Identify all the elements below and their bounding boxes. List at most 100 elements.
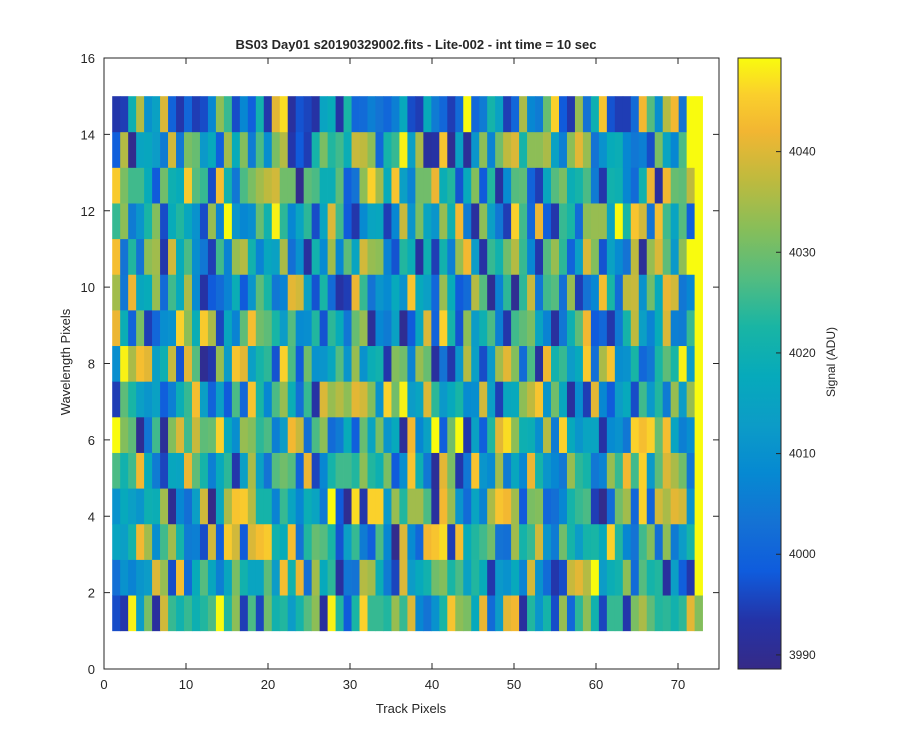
heatmap-cell (614, 238, 624, 275)
heatmap-cell (455, 238, 464, 275)
heatmap-cell (670, 381, 680, 418)
heatmap-cell (614, 381, 624, 418)
heatmap-cell (495, 238, 504, 275)
heatmap-cell (367, 167, 376, 204)
heatmap-cell (431, 345, 440, 382)
heatmap-cell (558, 96, 568, 133)
heatmap-cell (582, 523, 592, 560)
heatmap-cell (239, 131, 249, 168)
heatmap-cell (239, 523, 249, 560)
heatmap-cell (423, 452, 432, 489)
heatmap-cell (566, 523, 576, 560)
heatmap-cell (590, 559, 600, 596)
heatmap-cell (184, 96, 193, 133)
heatmap-cell (439, 203, 448, 240)
heatmap-cell (136, 238, 145, 275)
heatmap-cell (152, 96, 161, 133)
heatmap-cell (128, 381, 137, 418)
heatmap-cell (495, 559, 504, 596)
heatmap-cell (487, 381, 496, 418)
heatmap-cell (590, 452, 600, 489)
heatmap-cell (279, 559, 289, 596)
heatmap-cell (231, 523, 241, 560)
heatmap-cell (574, 488, 584, 525)
heatmap-cell (207, 488, 217, 525)
heatmap-cell (120, 274, 129, 311)
heatmap-cell (598, 345, 608, 382)
heatmap-cell (239, 238, 249, 275)
heatmap-cell (279, 488, 289, 525)
heatmap-cell (471, 452, 480, 489)
heatmap-cell (191, 559, 201, 596)
heatmap-cell (343, 559, 352, 596)
heatmap-cell (383, 595, 392, 632)
heatmap-cell (247, 559, 257, 596)
heatmap-cell (535, 595, 544, 632)
heatmap-cell (574, 452, 584, 489)
heatmap-cell (160, 274, 169, 311)
heatmap-cell (598, 131, 608, 168)
heatmap-cell (239, 559, 249, 596)
heatmap-cell (670, 131, 680, 168)
heatmap-cell (415, 203, 424, 240)
heatmap-cell (184, 310, 193, 347)
heatmap-cell (247, 238, 257, 275)
heatmap-cell (160, 96, 169, 133)
heatmap-cell (590, 488, 600, 525)
heatmap-cell (207, 96, 217, 133)
heatmap-cell (439, 523, 448, 560)
heatmap-cell (112, 238, 121, 275)
heatmap-cell (255, 345, 265, 382)
y-tick-label: 16 (81, 51, 95, 66)
heatmap-cell (455, 595, 464, 632)
heatmap-cell (335, 416, 344, 453)
heatmap-cell (582, 310, 592, 347)
heatmap-cell (566, 345, 576, 382)
heatmap-cell (168, 274, 177, 311)
heatmap-cell (343, 416, 352, 453)
heatmap-cell (247, 488, 257, 525)
heatmap-cell (511, 559, 520, 596)
heatmap-cell (295, 523, 305, 560)
heatmap-cell (519, 274, 528, 311)
heatmap-cell (335, 488, 344, 525)
heatmap-cell (407, 238, 416, 275)
heatmap-cell (495, 523, 504, 560)
heatmap-cell (662, 238, 672, 275)
heatmap-cell (223, 167, 233, 204)
heatmap-cell (606, 381, 616, 418)
heatmap-cell (447, 595, 456, 632)
heatmap-cell (311, 310, 320, 347)
heatmap-cell (287, 274, 297, 311)
heatmap-cell (471, 595, 480, 632)
heatmap-cell (415, 595, 424, 632)
heatmap-cell (638, 595, 648, 632)
heatmap-cell (327, 345, 336, 382)
heatmap-cell (519, 131, 528, 168)
heatmap-cell (654, 381, 664, 418)
heatmap-cell (295, 381, 305, 418)
heatmap-cell (670, 274, 680, 311)
heatmap-cell (255, 488, 265, 525)
heatmap-cell (471, 238, 480, 275)
heatmap-cell (319, 345, 328, 382)
heatmap-cell (662, 345, 672, 382)
heatmap-cell (112, 559, 121, 596)
heatmap-cell (199, 416, 209, 453)
heatmap-cell (487, 167, 496, 204)
heatmap-cell (662, 96, 672, 133)
heatmap-cell (582, 345, 592, 382)
heatmap-cell (383, 274, 392, 311)
heatmap-cell (670, 167, 680, 204)
heatmap-cell (191, 167, 201, 204)
heatmap-cell (247, 345, 257, 382)
heatmap-cell (566, 452, 576, 489)
heatmap-cell (686, 167, 695, 204)
heatmap-cell (582, 131, 592, 168)
heatmap-cell (694, 274, 703, 311)
heatmap-cell (176, 238, 185, 275)
heatmap-cell (447, 238, 456, 275)
heatmap-cell (479, 274, 488, 311)
heatmap-cell (678, 488, 687, 525)
heatmap-cell (638, 523, 648, 560)
